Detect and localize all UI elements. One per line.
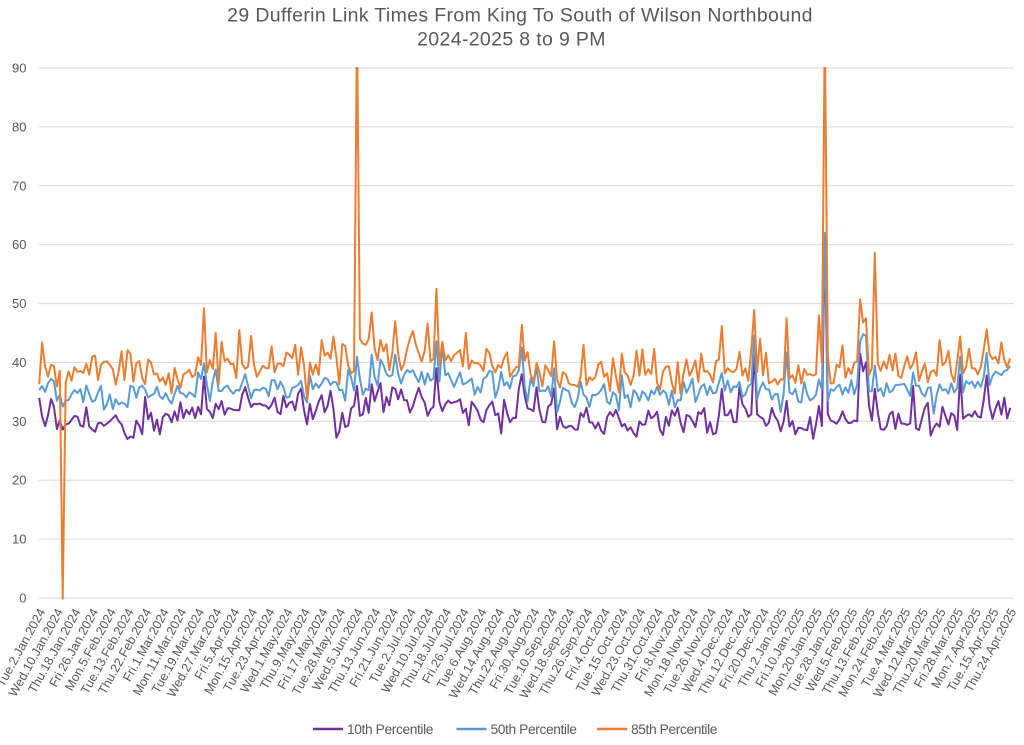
svg-text:20: 20 — [12, 473, 26, 488]
svg-text:50: 50 — [12, 296, 26, 311]
svg-text:90: 90 — [12, 61, 26, 76]
svg-text:30: 30 — [12, 414, 26, 429]
svg-text:0: 0 — [19, 591, 26, 606]
svg-text:2024-2025 8 to 9 PM: 2024-2025 8 to 9 PM — [417, 29, 606, 51]
svg-text:85th Percentile: 85th Percentile — [631, 722, 718, 737]
svg-text:70: 70 — [12, 178, 26, 193]
svg-text:80: 80 — [12, 119, 26, 134]
svg-text:29 Dufferin Link Times From Ki: 29 Dufferin Link Times From King To Sout… — [227, 5, 813, 27]
svg-text:50th Percentile: 50th Percentile — [491, 722, 578, 737]
svg-text:40: 40 — [12, 355, 26, 370]
svg-text:10: 10 — [12, 532, 26, 547]
svg-text:10th Percentile: 10th Percentile — [347, 722, 434, 737]
svg-text:60: 60 — [12, 237, 26, 252]
